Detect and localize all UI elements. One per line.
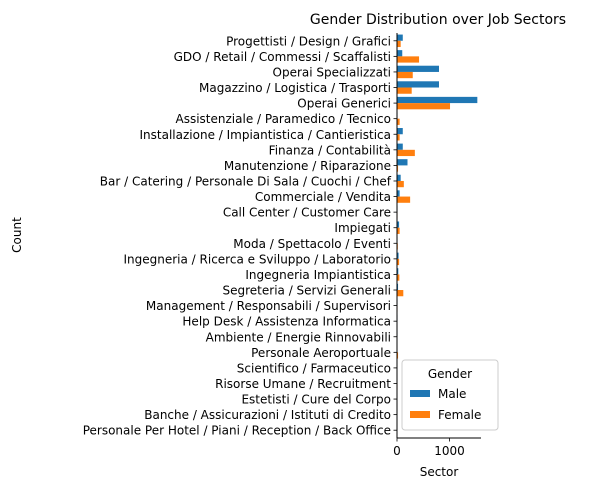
bar-female	[397, 103, 451, 110]
bar-male	[397, 268, 399, 275]
category-label: Manutenzione / Riparazione	[224, 159, 391, 173]
bar-male	[397, 221, 400, 228]
bar-male	[397, 283, 399, 291]
category-label: Moda / Spettacolo / Eventi	[233, 237, 391, 251]
category-label: Segreteria / Servizi Generali	[223, 284, 392, 298]
legend-label-male: Male	[438, 387, 466, 401]
bar-male	[397, 50, 403, 57]
category-label: Ambiente / Energie Rinnovabili	[206, 330, 391, 344]
bar-male	[397, 65, 439, 72]
legend-title: Gender	[428, 367, 472, 381]
x-axis-label: Sector	[420, 465, 459, 479]
category-label: Operai Specializzati	[273, 65, 391, 79]
category-label: Impiegati	[334, 221, 391, 235]
category-label: Installazione / Impiantistica / Cantieri…	[140, 128, 391, 142]
bar-male	[397, 174, 401, 181]
category-label: Operai Generici	[297, 97, 391, 111]
category-label: Scientifico / Farmaceutico	[237, 361, 391, 375]
bar-female	[397, 40, 401, 48]
x-tick-label: 0	[393, 444, 401, 458]
x-tick-label: 1000	[434, 444, 465, 458]
category-label: Bar / Catering / Personale Di Sala / Cuo…	[100, 174, 392, 188]
bar-female	[397, 274, 400, 281]
category-label: Finanza / Contabilità	[269, 143, 391, 157]
bar-female	[397, 87, 412, 94]
category-label: Banche / Assicurazioni / Istituti di Cre…	[144, 408, 391, 422]
category-label: Assistenziale / Paramedico / Tecnico	[176, 112, 392, 126]
bar-female	[397, 352, 399, 359]
category-label: Call Center / Customer Care	[223, 206, 391, 220]
bar-male	[397, 143, 403, 150]
bar-female	[397, 180, 404, 188]
bar-female	[397, 149, 415, 157]
bar-male	[397, 252, 399, 259]
category-label: Estetisti / Cure del Corpo	[241, 393, 391, 407]
category-label: Management / Responsabili / Supervisori	[146, 299, 391, 313]
category-label: Commerciale / Vendita	[255, 190, 391, 204]
category-label: Risorse Umane / Recruitment	[215, 377, 391, 391]
category-label: Progettisti / Design / Grafici	[226, 34, 391, 48]
y-axis-label: Count	[10, 217, 24, 253]
bar-female	[397, 134, 400, 141]
category-label: GDO / Retail / Commessi / Scaffalisti	[174, 50, 391, 64]
bar-male	[397, 128, 403, 135]
bar-male	[397, 81, 439, 88]
category-label: Magazzino / Logistica / Trasporti	[199, 81, 391, 95]
category-label: Personale Per Hotel / Piani / Reception …	[83, 424, 391, 438]
category-label: Ingegneria / Ricerca e Sviluppo / Labora…	[123, 252, 391, 266]
bar-male	[397, 159, 408, 166]
bar-female	[397, 290, 404, 297]
legend-swatch-male	[410, 390, 430, 397]
chart-title: Gender Distribution over Job Sectors	[310, 12, 566, 28]
bar-female	[397, 165, 399, 172]
legend-swatch-female	[410, 411, 430, 418]
legend: Gender Male Female	[401, 359, 499, 431]
bar-male	[397, 34, 403, 41]
bar-male	[397, 190, 400, 197]
category-labels: Progettisti / Design / Grafici GDO / Reta…	[83, 34, 397, 438]
bar-female	[397, 56, 420, 63]
category-label: Help Desk / Assistenza Informatica	[182, 315, 391, 329]
legend-label-female: Female	[438, 408, 481, 422]
bar-female	[397, 118, 400, 125]
bar-male	[397, 96, 478, 104]
bar-female	[397, 71, 413, 79]
bar-female	[397, 227, 400, 234]
category-label: Ingegneria Impiantistica	[245, 268, 391, 282]
bar-female	[397, 258, 400, 266]
x-ticks: 0 1000	[393, 438, 465, 458]
category-label: Personale Aeroportuale	[251, 346, 391, 360]
bar-female	[397, 196, 411, 203]
